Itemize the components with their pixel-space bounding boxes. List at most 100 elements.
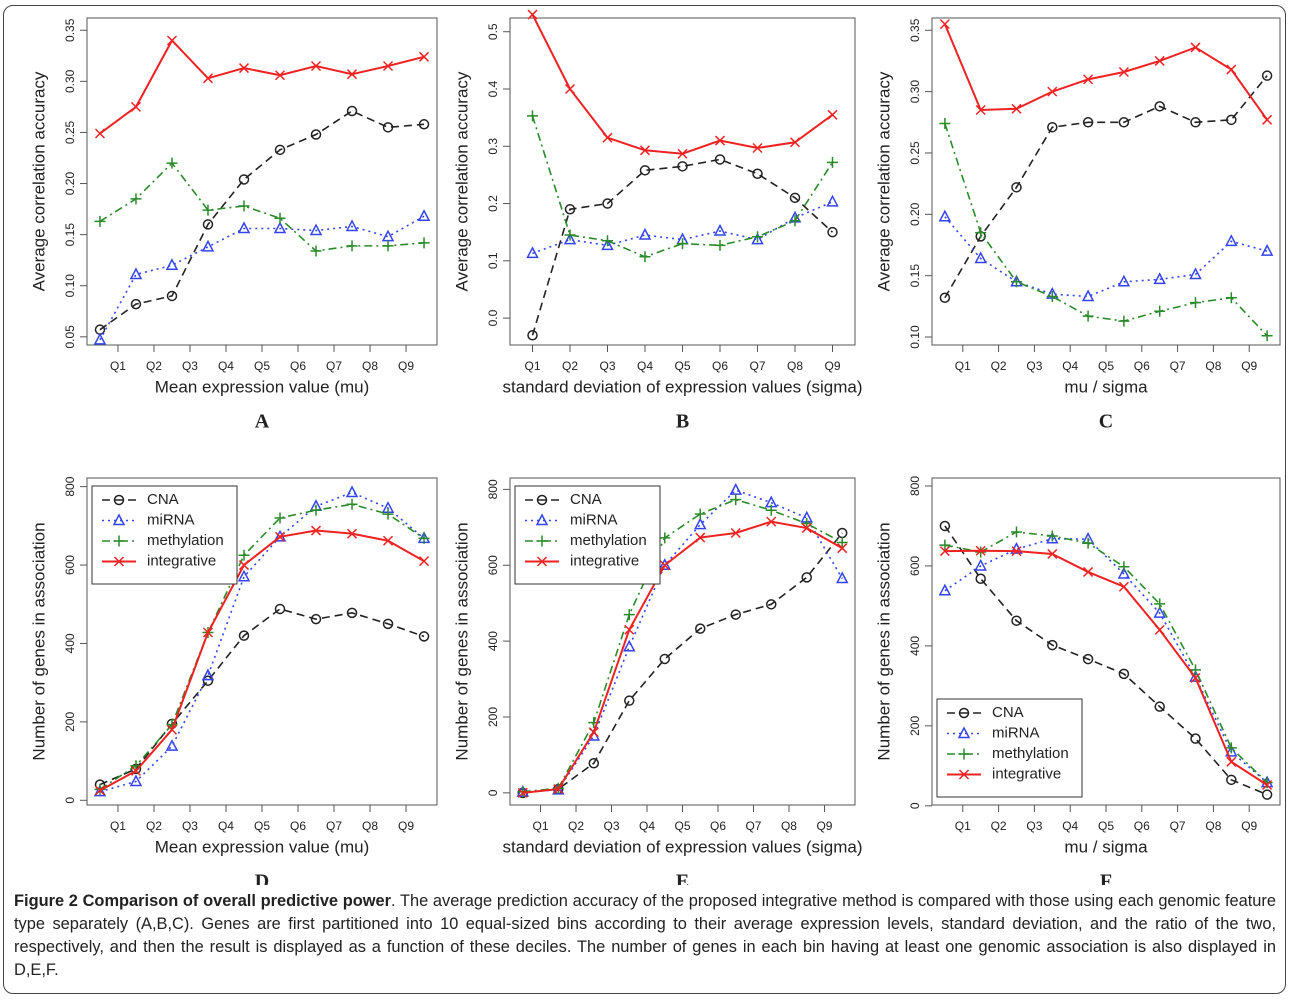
legend-label: CNA [992,704,1024,721]
series-line [99,529,425,792]
point-marker [659,560,670,571]
x-tick-label: Q3 [1026,359,1042,373]
y-tick-label: 0.10 [63,274,77,298]
point-marker [1082,537,1094,549]
y-tick-label: 0 [908,802,922,809]
point-marker [237,569,251,582]
point-marker [974,558,987,571]
point-marker [1047,121,1058,133]
point-marker [381,229,395,242]
point-marker [938,583,952,596]
point-marker [624,624,635,635]
point-marker [837,543,848,554]
point-marker [93,332,107,345]
point-marker [310,525,322,536]
series-line [99,503,425,790]
point-marker [975,573,986,584]
x-tick-label: Q9 [398,359,414,373]
point-marker [801,523,812,534]
point-marker [729,483,742,495]
point-marker [1118,117,1130,128]
point-marker [789,215,801,227]
point-marker [274,512,286,524]
y-axis-label: Average correlation accuracy [452,71,471,291]
y-tick-label: 0.2 [486,195,500,212]
point-marker [765,599,777,610]
point-marker [1081,289,1095,302]
legend-marker [958,748,970,760]
point-marker [659,532,671,544]
point-marker [202,204,214,216]
point-marker [975,546,987,558]
point-marker [1262,779,1273,791]
point-marker [94,324,106,335]
series-line [944,525,1268,796]
x-tick-label: Q8 [362,359,378,373]
point-marker [1117,566,1131,579]
point-marker [1153,606,1166,618]
y-tick-label: 0.0 [486,309,500,326]
point-marker [1011,546,1022,557]
point-marker [624,695,635,706]
x-tick-label: Q4 [637,359,653,373]
x-tick-label: Q1 [524,359,540,373]
series-line [944,537,1268,784]
x-tick-label: Q3 [599,359,615,373]
y-tick-label: 0.35 [908,18,922,42]
y-tick-label: 600 [908,556,922,576]
point-marker [346,240,358,252]
legend-marker [536,556,548,567]
series-line [944,123,1268,337]
x-tick-label: Q9 [816,819,832,833]
x-tick-label: Q5 [1098,359,1114,373]
point-marker [346,498,358,510]
point-marker [382,240,394,252]
y-tick-label: 0.05 [63,325,77,349]
panel-label: A [255,411,270,433]
series-line [99,215,425,341]
point-marker [639,145,651,156]
legend-label: miRNA [992,724,1040,741]
point-marker [714,239,726,251]
y-tick-label: 400 [486,631,500,651]
point-marker [1153,272,1166,285]
x-tick-label: Q5 [674,359,690,373]
point-marker [939,118,951,130]
x-tick-label: Q1 [110,359,126,373]
point-marker [274,531,286,542]
point-marker [939,546,950,557]
point-marker [564,229,576,241]
point-marker [165,739,179,751]
point-marker [346,528,358,539]
point-marker [1118,66,1129,78]
legend-label: miRNA [570,511,618,528]
point-marker [527,330,538,341]
x-axis-label: standard deviation of expression values … [502,837,862,856]
point-marker [130,765,142,776]
legend-marker [113,535,125,547]
point-marker [1261,330,1273,342]
x-tick-label: Q5 [1098,819,1114,833]
point-marker [274,603,286,615]
point-marker [638,227,652,240]
x-tick-label: Q2 [991,359,1007,373]
point-marker [382,508,394,520]
y-axis-label: Number of genes in association [452,522,471,760]
x-tick-label: Q6 [1134,359,1150,373]
point-marker [1046,531,1059,544]
point-marker [238,174,250,185]
series-line [522,532,843,794]
x-tick-label: Q6 [290,359,306,373]
point-marker [713,223,727,236]
series-line [99,161,425,252]
point-marker [752,168,763,180]
point-marker [238,549,250,561]
point-marker [1083,74,1094,85]
point-marker [1226,114,1237,126]
legend-marker [113,494,125,506]
point-marker [623,639,636,652]
point-marker [238,63,250,74]
legend-marker [112,513,126,526]
point-marker [238,200,250,212]
point-marker [1154,624,1165,635]
